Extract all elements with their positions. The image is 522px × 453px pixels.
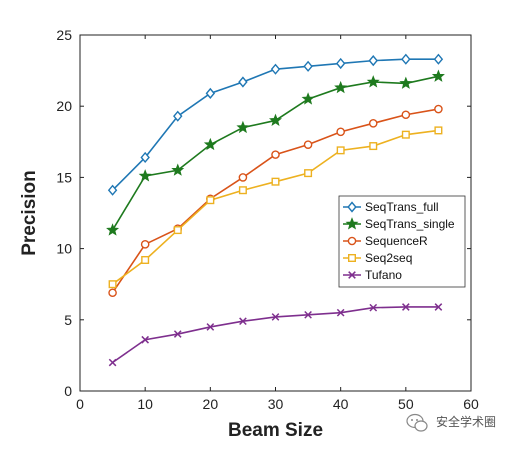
data-point-tufano (206, 323, 215, 331)
legend-marker-seqtrans-full (347, 201, 357, 213)
data-point-sequencer (140, 240, 150, 249)
x-tick-label: 30 (268, 396, 284, 412)
data-point-seqtrans-full (433, 53, 444, 65)
data-point-seq2seq (108, 280, 117, 289)
data-point-seq2seq (238, 186, 247, 195)
data-point-seqtrans-full (205, 87, 216, 99)
data-point-seqtrans-single (431, 69, 445, 82)
legend-label-seq2seq: Seq2seq (365, 251, 412, 265)
data-point-tufano (402, 303, 410, 311)
data-point-sequencer (238, 173, 248, 182)
legend-marker-sequencer (347, 236, 357, 246)
data-point-tufano (336, 308, 345, 317)
y-tick-label: 25 (56, 27, 72, 43)
wechat-icon (406, 413, 428, 432)
x-tick-label: 60 (463, 396, 479, 412)
watermark-text: 安全学术圈 (436, 414, 496, 429)
data-point-seqtrans-full (401, 53, 411, 65)
series-markers (106, 53, 445, 367)
legend-label-seqtrans-full: SeqTrans_full (365, 200, 439, 214)
y-tick-label: 10 (56, 241, 72, 257)
legend: SeqTrans_full SeqTrans_single SequenceR Seq… (338, 195, 466, 288)
watermark: 安全学术圈 (406, 413, 496, 432)
data-point-sequencer (303, 140, 313, 149)
data-point-sequencer (368, 118, 378, 128)
data-point-seq2seq (141, 255, 150, 264)
axis-ticks: 0 10 20 30 40 50 60 0 5 10 15 20 25 (56, 27, 479, 412)
data-point-tufano (369, 303, 378, 312)
data-point-tufano (141, 335, 149, 344)
x-tick-label: 0 (76, 396, 84, 412)
data-point-seqtrans-full (107, 184, 118, 196)
data-point-seqtrans-full (303, 60, 313, 72)
y-tick-label: 15 (56, 169, 72, 185)
x-tick-label: 10 (137, 396, 153, 412)
data-point-seqtrans-single (399, 76, 413, 89)
data-point-sequencer (434, 104, 443, 114)
data-point-seqtrans-full (270, 63, 281, 75)
data-point-seqtrans-full (368, 55, 378, 67)
data-point-seqtrans-full (335, 57, 346, 70)
data-point-seqtrans-single (366, 75, 380, 88)
legend-marker-seqtrans-single (345, 217, 359, 230)
y-axis-label: Precision (19, 170, 40, 256)
x-tick-label: 40 (333, 396, 349, 412)
legend-label-seqtrans-single: SeqTrans_single (365, 217, 455, 231)
data-point-seqtrans-single (171, 163, 185, 176)
data-point-seq2seq (401, 130, 410, 139)
x-tick-label: 50 (398, 396, 414, 412)
data-point-sequencer (401, 110, 411, 120)
data-point-seq2seq (271, 177, 280, 186)
data-point-seqtrans-single (106, 223, 120, 236)
y-tick-label: 20 (56, 98, 72, 114)
data-point-sequencer (271, 150, 280, 159)
legend-label-sequencer: SequenceR (365, 234, 428, 248)
data-point-sequencer (336, 127, 345, 137)
data-point-seqtrans-single (138, 169, 152, 182)
data-point-tufano (173, 330, 182, 338)
data-point-seqtrans-single (236, 120, 250, 134)
data-point-tufano (239, 317, 247, 326)
legend-marker-seq2seq (348, 253, 357, 262)
data-point-seq2seq (206, 196, 215, 205)
data-point-seqtrans-full (238, 76, 248, 88)
y-tick-label: 5 (64, 312, 72, 328)
data-point-tufano (434, 303, 443, 311)
x-tick-label: 20 (203, 396, 219, 412)
data-point-sequencer (108, 288, 117, 298)
legend-marker-tufano (348, 271, 356, 279)
data-point-seq2seq (369, 142, 378, 151)
y-tick-label: 0 (64, 383, 72, 399)
data-point-seqtrans-full (173, 110, 183, 122)
data-point-tufano (304, 310, 312, 319)
data-point-tufano (271, 313, 280, 321)
data-point-seqtrans-full (140, 151, 150, 164)
data-point-seqtrans-single (301, 92, 315, 105)
data-point-seqtrans-single (334, 80, 348, 94)
data-point-tufano (108, 358, 117, 367)
data-point-seq2seq (173, 226, 182, 235)
data-point-seqtrans-single (203, 137, 217, 151)
x-axis-label: Beam Size (228, 420, 323, 441)
data-point-seq2seq (336, 146, 345, 155)
legend-label-tufano: Tufano (365, 268, 402, 282)
data-point-seqtrans-single (269, 113, 282, 126)
data-point-seq2seq (434, 126, 443, 135)
data-point-seq2seq (304, 169, 313, 178)
